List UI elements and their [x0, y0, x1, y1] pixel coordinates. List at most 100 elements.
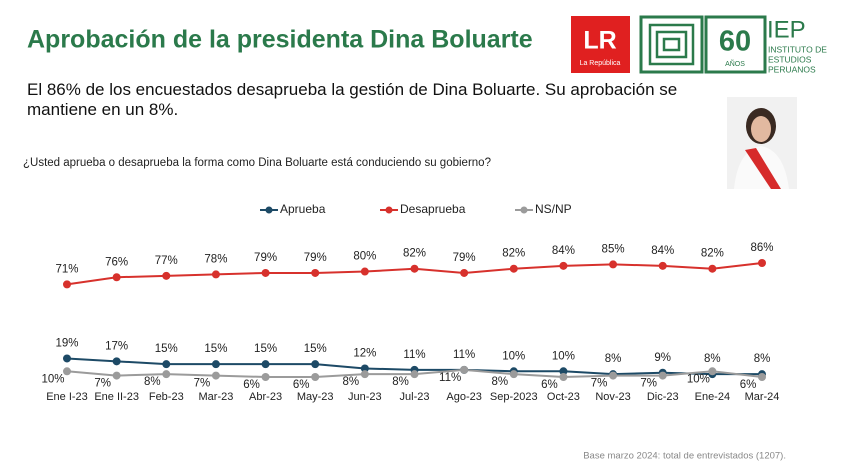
data-label: 76%	[105, 256, 128, 268]
data-label: 12%	[353, 347, 376, 359]
data-point	[658, 371, 667, 380]
data-point	[162, 360, 171, 369]
iep-emblem	[639, 15, 704, 74]
data-label: 10%	[502, 350, 525, 362]
chart-question: ¿Usted aprueba o desaprueba la forma com…	[23, 157, 491, 169]
data-label: 15%	[254, 343, 277, 355]
data-point	[559, 261, 568, 270]
data-label: 78%	[204, 253, 227, 265]
data-point	[162, 271, 171, 280]
data-point	[211, 371, 220, 380]
legend-label: Aprueba	[280, 202, 326, 216]
x-tick-label: Feb-23	[149, 391, 184, 403]
data-point	[311, 373, 320, 381]
data-point	[63, 367, 71, 376]
data-label: 8%	[754, 353, 771, 365]
data-label: 7%	[194, 378, 211, 390]
data-label: 11%	[403, 349, 425, 361]
data-label: 8%	[605, 353, 622, 365]
data-label: 10%	[552, 350, 575, 362]
data-label: 77%	[155, 255, 178, 267]
data-label: 79%	[453, 252, 476, 264]
data-point	[311, 268, 320, 277]
data-point	[311, 360, 320, 369]
data-label: 80%	[353, 251, 376, 263]
data-point	[460, 365, 469, 374]
data-label: 15%	[304, 343, 327, 355]
data-point	[559, 367, 568, 376]
data-point	[509, 370, 518, 379]
data-point	[360, 370, 369, 379]
data-label: 7%	[94, 378, 111, 390]
subtitle-box: El 86% de los encuestados desaprueba la …	[27, 80, 677, 119]
x-tick-label: Ene-24	[695, 391, 730, 403]
lr-logo-name: La República	[580, 60, 621, 67]
data-point	[360, 267, 369, 276]
data-point	[460, 268, 469, 277]
data-label: 8%	[343, 376, 360, 388]
x-tick-label: Sep-2023	[490, 391, 538, 403]
chart-title: Aprobación de la presidenta Dina Boluart…	[27, 26, 533, 54]
x-tick-label: May-23	[297, 391, 334, 403]
data-label: 17%	[105, 340, 128, 352]
data-point	[162, 370, 171, 379]
data-label: 82%	[403, 248, 426, 260]
data-point	[410, 264, 419, 273]
anniversary-number: 60	[719, 26, 751, 58]
data-label: 9%	[654, 352, 671, 364]
x-tick-label: Ene II-23	[94, 391, 139, 403]
data-point	[261, 268, 270, 277]
data-label: 79%	[254, 252, 277, 264]
x-tick-label: Mar-23	[199, 391, 234, 403]
data-label: 11%	[439, 372, 461, 384]
footnote: Base marzo 2024: total de entrevistados …	[583, 451, 786, 462]
anniversary-box	[704, 15, 767, 74]
x-tick-label: Oct-23	[547, 391, 580, 403]
x-tick-label: Nov-23	[595, 391, 630, 403]
data-label: 84%	[651, 245, 674, 257]
legend-marker	[265, 206, 273, 214]
data-label: 7%	[640, 378, 657, 390]
iep-name: PERUANOS	[768, 64, 816, 74]
data-label: 8%	[144, 376, 161, 388]
data-label: 86%	[750, 242, 773, 254]
iep-name: INSTITUTO DE	[768, 44, 827, 54]
data-point	[112, 371, 121, 380]
data-point	[708, 264, 717, 273]
x-tick-label: Ene I-23	[46, 391, 88, 403]
data-label: 6%	[293, 379, 310, 391]
data-point	[261, 360, 270, 369]
data-point	[112, 273, 121, 282]
data-label: 85%	[602, 243, 625, 255]
x-tick-label: Abr-23	[249, 391, 282, 403]
anniversary-unit: AÑOS	[725, 59, 745, 68]
lr-logo-text: LR	[583, 27, 616, 55]
x-tick-label: Mar-24	[745, 391, 780, 403]
data-label: 10%	[41, 373, 64, 385]
data-point	[758, 259, 766, 267]
data-point	[63, 354, 71, 363]
data-point	[758, 373, 766, 381]
lr-logo	[571, 16, 630, 73]
data-point	[609, 260, 618, 269]
data-label: 8%	[704, 353, 721, 365]
legend-marker	[385, 206, 393, 214]
data-label: 7%	[591, 378, 608, 390]
data-point	[211, 270, 220, 279]
x-tick-label: Jun-23	[348, 391, 382, 403]
legend-marker	[520, 206, 528, 214]
x-tick-label: Jul-23	[400, 391, 430, 403]
data-point	[261, 373, 270, 381]
x-tick-label: Dic-23	[647, 391, 679, 403]
data-point	[708, 367, 717, 376]
portrait	[727, 97, 797, 189]
data-label: 15%	[155, 343, 178, 355]
data-label: 82%	[701, 248, 724, 260]
data-point	[609, 371, 618, 380]
data-point	[211, 360, 220, 369]
data-point	[658, 261, 667, 270]
data-label: 8%	[392, 376, 409, 388]
data-label: 19%	[55, 338, 78, 350]
